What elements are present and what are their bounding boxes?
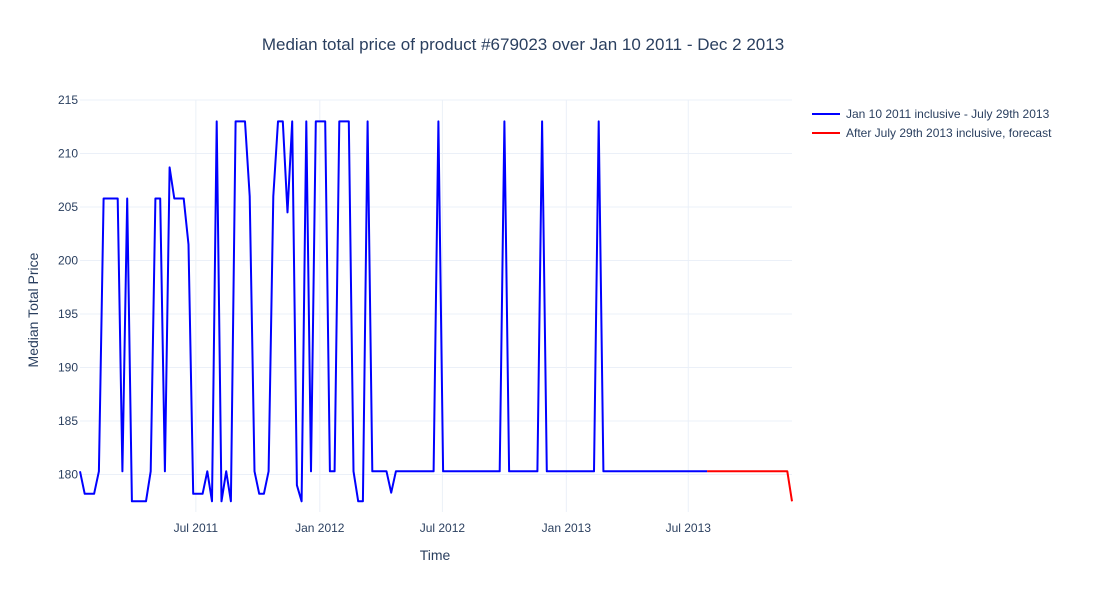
x-tick-label: Jan 2013 — [542, 521, 592, 535]
y-tick-label: 200 — [58, 254, 78, 268]
x-axis-title: Time — [420, 547, 451, 563]
legend-label-series-1: Jan 10 2011 inclusive - July 29th 2013 — [846, 107, 1050, 121]
x-tick-label: Jul 2011 — [174, 521, 219, 535]
legend-label-series-2: After July 29th 2013 inclusive, forecast — [846, 126, 1052, 140]
x-tick-label: Jul 2012 — [420, 521, 466, 535]
legend-item-series-1[interactable]: Jan 10 2011 inclusive - July 29th 2013 — [812, 107, 1050, 121]
y-tick-label: 195 — [58, 307, 78, 321]
y-tick-label: 180 — [58, 468, 78, 482]
series-line-2 — [707, 470, 793, 502]
y-tick-label: 190 — [58, 361, 78, 375]
y-axis-title: Median Total Price — [25, 252, 41, 367]
legend-item-series-2[interactable]: After July 29th 2013 inclusive, forecast — [812, 126, 1052, 140]
y-tick-label: 210 — [58, 147, 78, 161]
y-tick-label: 185 — [58, 414, 78, 428]
legend[interactable]: Jan 10 2011 inclusive - July 29th 2013 A… — [812, 107, 1052, 140]
tick-labels: 180 185 190 195 200 205 210 215 Jul 2011 Jan 2012… — [58, 93, 711, 535]
x-tick-label: Jan 2012 — [295, 521, 345, 535]
x-tick-label: Jul 2013 — [666, 521, 712, 535]
y-tick-label: 205 — [58, 200, 78, 214]
chart-title: Median total price of product #679023 ov… — [262, 35, 784, 54]
series-lines — [79, 120, 793, 503]
series-line-1 — [79, 120, 708, 503]
y-tick-label: 215 — [58, 93, 78, 107]
